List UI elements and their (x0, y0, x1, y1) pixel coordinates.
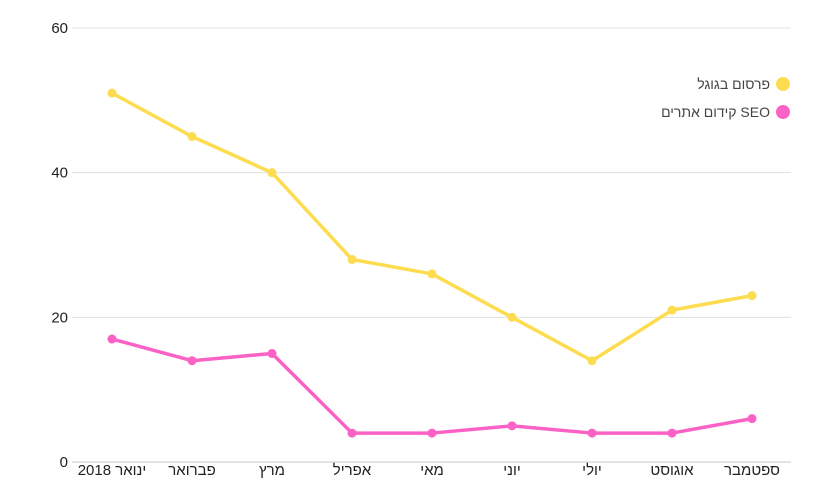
data-point (347, 254, 357, 264)
data-point (587, 356, 597, 366)
x-tick-label: מאי (420, 462, 444, 479)
grid-lines (72, 27, 791, 463)
series-line (110, 337, 754, 435)
x-tick-label: אוגוסט (650, 462, 694, 479)
series-line (110, 91, 754, 363)
x-tick-label: אפריל (333, 462, 372, 479)
data-point (187, 356, 197, 366)
legend-swatch-seo (776, 105, 790, 119)
y-tick-label: 0 (60, 454, 68, 471)
data-point (107, 334, 117, 344)
legend-item-google-ads[interactable]: פרסום בגוגל (697, 76, 790, 92)
legend-label-seo: קידום אתרים SEO (661, 104, 770, 120)
data-point (667, 428, 677, 438)
data-point (267, 349, 277, 358)
data-point (507, 421, 517, 431)
x-axis-ticks: ינואר 2018 פברואר מרץ אפריל מאי יוני יול… (78, 462, 780, 479)
data-point (747, 291, 757, 301)
legend-item-seo[interactable]: קידום אתרים SEO (661, 104, 790, 120)
x-tick-label: יוני (503, 462, 521, 479)
legend-swatch-google-ads (776, 77, 790, 91)
y-tick-label: 40 (51, 165, 68, 182)
data-point (667, 305, 677, 315)
y-tick-label: 20 (51, 309, 68, 326)
series-1 (107, 88, 757, 366)
x-tick-label: יולי (582, 462, 602, 479)
data-point (267, 168, 277, 178)
data-point (747, 414, 757, 424)
x-tick-label: ספטמבר (724, 462, 780, 479)
series-2 (107, 334, 757, 438)
y-tick-label: 60 (51, 20, 68, 37)
data-point (507, 312, 517, 322)
x-tick-label: פברואר (168, 462, 215, 479)
x-tick-label: ינואר 2018 (78, 462, 147, 479)
legend-label-google-ads: פרסום בגוגל (697, 76, 770, 92)
data-point (427, 269, 437, 279)
series-lines (107, 88, 757, 438)
x-tick-label: מרץ (259, 462, 285, 479)
y-axis-ticks: 0 20 40 60 (51, 20, 68, 471)
data-point (107, 88, 117, 98)
data-point (347, 428, 357, 438)
legend[interactable]: פרסום בגוגל קידום אתרים SEO (661, 76, 790, 120)
data-point (587, 428, 597, 438)
data-point (187, 132, 197, 141)
data-point (427, 428, 437, 438)
